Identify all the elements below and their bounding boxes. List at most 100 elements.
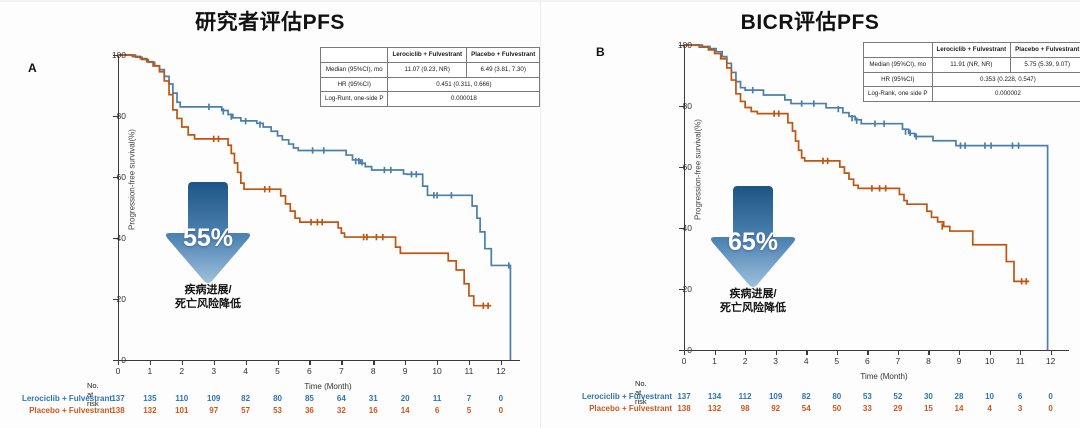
- panel-b-stats-table: Lerociclib + Fulvestrant Placebo + Fulve…: [863, 42, 1080, 102]
- x-tick-label: 4: [243, 366, 248, 376]
- median-lerociclib: 11.07 (9.23, NR): [387, 61, 468, 78]
- median-lerociclib: 11.91 (NR, NR): [931, 56, 1012, 73]
- panel-a-percent: 55%: [182, 224, 234, 252]
- x-tick: [989, 350, 991, 355]
- x-tick: [775, 350, 777, 355]
- panel-a-stats-table: Lerociclib + Fulvestrant Placebo + Fulve…: [319, 47, 541, 107]
- header-blank: [319, 47, 389, 63]
- km-curves-a: [118, 54, 512, 360]
- row-label-median: Median (95%CI), mo: [319, 61, 389, 78]
- panel-b: BICR评估PFS B Progression-free survival(%)…: [540, 0, 1080, 428]
- x-tick: [1020, 350, 1022, 355]
- x-tick-label: 7: [338, 366, 344, 376]
- caption-line-2: 死亡风险降低: [175, 297, 241, 310]
- risk-value: 110: [175, 394, 189, 403]
- risk-value: 6: [1017, 392, 1023, 401]
- x-tick-label: 11: [464, 366, 474, 376]
- risk-value: 6: [434, 406, 440, 415]
- x-tick: [181, 360, 184, 365]
- y-tick-label: 0: [687, 345, 692, 355]
- x-axis-label: Time (Month): [860, 372, 908, 381]
- header-placebo: Placebo + Fulvestrant: [466, 47, 541, 63]
- risk-value: 53: [862, 392, 872, 401]
- row-label-hr: HR (95%CI): [863, 71, 933, 88]
- risk-row-name-placebo: Placebo + Fulvestrant: [589, 404, 672, 413]
- x-tick-label: 5: [834, 356, 840, 366]
- risk-value: 82: [801, 392, 811, 401]
- y-tick: [679, 350, 684, 352]
- panel-b-letter: B: [596, 45, 605, 59]
- risk-value: 52: [893, 392, 903, 401]
- panel-b-plot: Progression-free survival(%) Time (Month…: [678, 40, 1069, 381]
- km-step-line: [684, 44, 1049, 350]
- panel-b-title: BICR评估PFS: [740, 11, 880, 34]
- y-axis-line: [118, 55, 120, 360]
- down-arrow-icon: [165, 182, 251, 283]
- x-tick-label: 8: [926, 356, 931, 366]
- x-tick-label: 0: [115, 366, 121, 376]
- x-tick: [341, 360, 343, 365]
- risk-value: 30: [923, 392, 933, 401]
- x-tick-label: 10: [432, 366, 442, 376]
- risk-value: 7: [466, 394, 472, 403]
- y-tick-label: 80: [116, 111, 126, 121]
- x-tick: [684, 350, 686, 355]
- risk-value: 80: [273, 394, 282, 403]
- table-row-median: Median (95%CI), mo 11.07 (9.23, NR) 6.49…: [319, 61, 541, 78]
- risk-value: 20: [400, 394, 410, 403]
- x-tick: [373, 360, 375, 365]
- x-tick: [928, 350, 930, 355]
- row-label-logrank: Log-Rank, one side P: [863, 86, 933, 102]
- median-placebo: 6.49 (3.81, 7.30): [466, 61, 541, 78]
- x-tick: [714, 350, 716, 355]
- y-tick: [679, 167, 684, 169]
- x-tick: [745, 350, 747, 355]
- x-tick-label: 8: [370, 366, 376, 376]
- table-row-hr: HR (95%CI) 0.353 (0.228, 0.547): [863, 71, 1080, 88]
- y-tick: [113, 55, 118, 57]
- km-step-line: [118, 54, 492, 307]
- risk-value: 92: [771, 404, 781, 413]
- panel-a-title: 研究者评估PFS: [195, 11, 345, 34]
- risk-value: 29: [893, 404, 903, 413]
- caption-line-2: 死亡风险降低: [720, 301, 786, 314]
- risk-value: 137: [677, 392, 691, 401]
- header-placebo: Placebo + Fulvestrant: [1010, 42, 1080, 58]
- risk-value: 0: [498, 394, 504, 403]
- risk-value: 28: [954, 392, 964, 401]
- y-tick-label: 20: [682, 284, 692, 294]
- risk-value: 32: [336, 406, 346, 415]
- x-tick: [437, 360, 439, 365]
- x-tick-label: 4: [803, 356, 809, 366]
- risk-value: 14: [400, 406, 410, 415]
- risk-value: 33: [862, 404, 872, 413]
- x-tick-label: 5: [275, 366, 280, 376]
- panel-a-callout: 55% 疾病进展/ 死亡风险降低: [158, 178, 258, 323]
- risk-value: 138: [111, 406, 125, 415]
- table-row-median: Median (95%CI), mo 11.91 (NR, NR) 5.75 (…: [863, 56, 1080, 73]
- risk-value: 14: [954, 404, 964, 413]
- x-tick: [500, 360, 503, 365]
- y-tick: [113, 116, 118, 118]
- table-header-row: Lerociclib + Fulvestrant Placebo + Fulve…: [863, 42, 1080, 58]
- risk-value: 15: [923, 404, 933, 413]
- risk-value: 112: [738, 392, 752, 401]
- y-tick-label: 0: [121, 355, 126, 365]
- median-placebo: 5.75 (5.39, 9.0T): [1010, 56, 1080, 73]
- y-tick: [113, 299, 118, 301]
- x-tick: [213, 360, 215, 365]
- y-tick-label: 40: [116, 233, 126, 243]
- x-tick: [468, 360, 471, 365]
- risk-value: 0: [1048, 404, 1053, 413]
- risk-title: No. at risk: [635, 379, 647, 406]
- risk-row-name-lerociclib: Lerociclib + Fulvestrant: [581, 392, 672, 401]
- down-arrow-icon: [710, 186, 796, 287]
- risk-value: 132: [143, 406, 157, 415]
- y-tick: [113, 238, 118, 240]
- risk-row-name-placebo: Placebo + Fulvestrant: [29, 406, 112, 415]
- risk-value: 3: [1017, 404, 1023, 413]
- x-tick-label: 11: [1015, 356, 1025, 366]
- panel-b-callout: 65% 疾病进展/ 死亡风险降低: [703, 182, 803, 327]
- risk-value: 0: [1048, 392, 1053, 401]
- y-tick-label: 60: [116, 172, 126, 182]
